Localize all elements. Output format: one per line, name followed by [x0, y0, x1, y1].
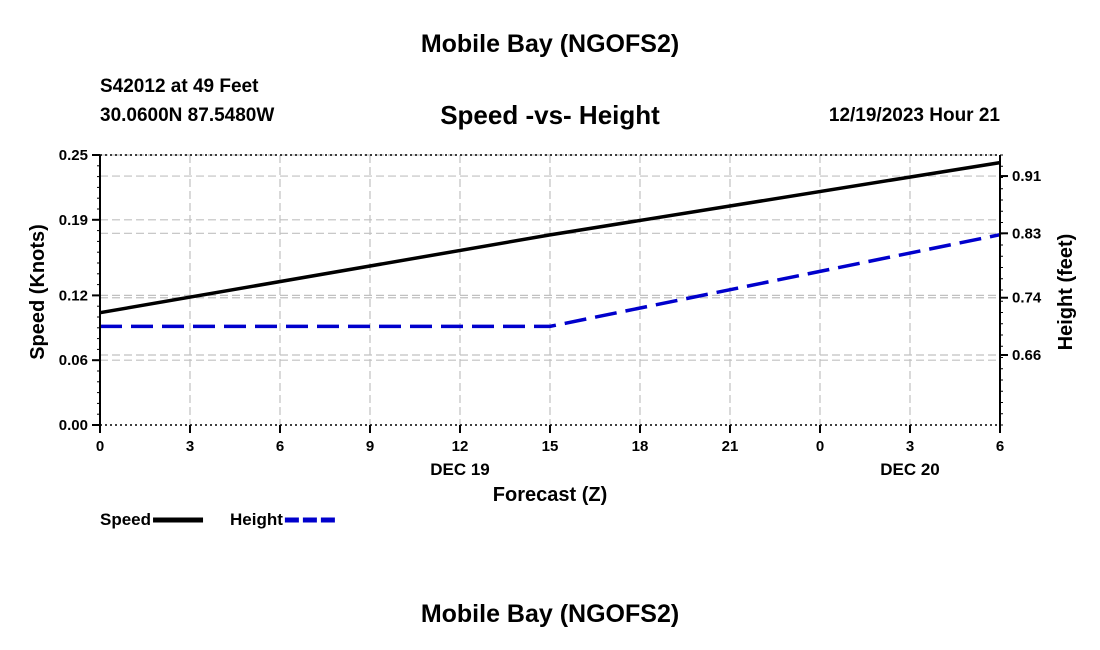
- y2-tick-label: 0.74: [1012, 290, 1042, 307]
- axes: [92, 154, 1008, 433]
- legend: Speed Height: [100, 510, 335, 529]
- date-label: DEC 20: [880, 460, 940, 479]
- x-tick-label: 3: [186, 438, 194, 455]
- x-tick-label: 18: [632, 438, 649, 455]
- y2-axis-title: Height (feet): [1055, 234, 1077, 351]
- height-series-line: [100, 232, 1001, 329]
- legend-label: Speed: [100, 510, 151, 529]
- x-tick-label: 0: [816, 438, 824, 455]
- x-tick-label: 12: [452, 438, 469, 455]
- series-lines: [99, 160, 1001, 329]
- x-tick-label: 3: [906, 438, 914, 455]
- date-label: DEC 19: [430, 460, 490, 479]
- station-coordinates: 30.0600N 87.5480W: [100, 105, 275, 126]
- x-tick-label: 0: [96, 438, 104, 455]
- y-tick-label: 0.25: [59, 147, 88, 164]
- chart-subtitle: Speed -vs- Height: [440, 100, 660, 130]
- y2-tick-label: 0.91: [1012, 168, 1041, 185]
- station-label: S42012 at 49 Feet: [100, 76, 259, 97]
- y-tick-label: 0.00: [59, 417, 88, 434]
- x-tick-label: 6: [996, 438, 1004, 455]
- speed-series-line: [99, 160, 1001, 315]
- axis-labels: 0.00 0.06 0.12 0.19 0.25 0.66 0.74 0.83 0.91 0 3 6 9…: [27, 147, 1077, 506]
- footer-title: Mobile Bay (NGOFS2): [420, 600, 680, 628]
- y-tick-label: 0.06: [59, 352, 88, 369]
- x-tick-label: 9: [366, 438, 374, 455]
- y2-tick-label: 0.83: [1012, 225, 1041, 242]
- x-tick-label: 21: [722, 438, 739, 455]
- y2-tick-label: 0.66: [1012, 347, 1041, 364]
- legend-label: Height: [230, 510, 283, 529]
- x-axis-title: Forecast (Z): [493, 484, 607, 506]
- y-tick-label: 0.12: [59, 287, 88, 304]
- forecast-timestamp: 12/19/2023 Hour 21: [828, 105, 1000, 126]
- y-tick-label: 0.19: [59, 212, 88, 229]
- x-tick-label: 6: [276, 438, 284, 455]
- x-tick-label: 15: [542, 438, 559, 455]
- y-axis-title: Speed (Knots): [27, 224, 49, 360]
- chart-title: Mobile Bay (NGOFS2): [420, 30, 680, 58]
